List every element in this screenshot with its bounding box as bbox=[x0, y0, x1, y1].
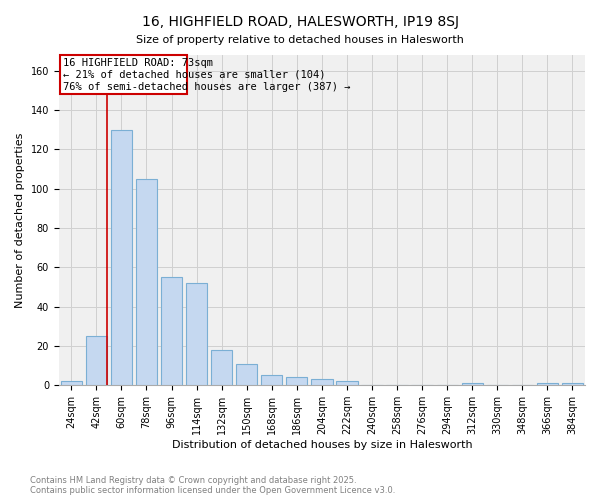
Bar bbox=[236, 364, 257, 385]
Bar bbox=[86, 336, 107, 385]
Bar bbox=[161, 277, 182, 385]
Bar bbox=[311, 380, 332, 385]
Text: 16, HIGHFIELD ROAD, HALESWORTH, IP19 8SJ: 16, HIGHFIELD ROAD, HALESWORTH, IP19 8SJ bbox=[142, 15, 458, 29]
Bar bbox=[461, 384, 483, 385]
Text: Contains HM Land Registry data © Crown copyright and database right 2025.
Contai: Contains HM Land Registry data © Crown c… bbox=[30, 476, 395, 495]
Bar bbox=[562, 384, 583, 385]
Bar bbox=[261, 376, 283, 385]
Bar bbox=[61, 382, 82, 385]
Text: 76% of semi-detached houses are larger (387) →: 76% of semi-detached houses are larger (… bbox=[62, 82, 350, 92]
X-axis label: Distribution of detached houses by size in Halesworth: Distribution of detached houses by size … bbox=[172, 440, 472, 450]
Bar bbox=[211, 350, 232, 385]
Bar bbox=[336, 382, 358, 385]
Bar bbox=[111, 130, 132, 385]
Bar bbox=[186, 283, 207, 385]
FancyBboxPatch shape bbox=[60, 55, 187, 94]
Y-axis label: Number of detached properties: Number of detached properties bbox=[15, 132, 25, 308]
Text: 16 HIGHFIELD ROAD: 73sqm: 16 HIGHFIELD ROAD: 73sqm bbox=[62, 58, 212, 68]
Text: Size of property relative to detached houses in Halesworth: Size of property relative to detached ho… bbox=[136, 35, 464, 45]
Bar bbox=[537, 384, 558, 385]
Text: ← 21% of detached houses are smaller (104): ← 21% of detached houses are smaller (10… bbox=[62, 70, 325, 80]
Bar bbox=[286, 378, 307, 385]
Bar bbox=[136, 179, 157, 385]
